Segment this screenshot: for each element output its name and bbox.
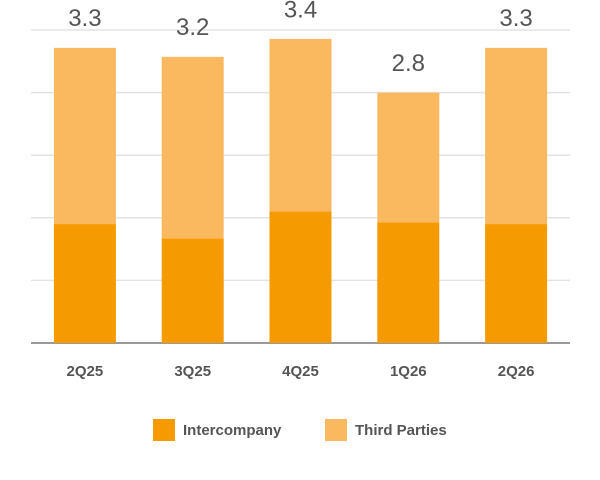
x-tick-label: 3Q25 — [174, 363, 211, 380]
bar-segment — [269, 211, 332, 343]
x-tick-label: 1Q26 — [390, 363, 427, 380]
total-label: 2.8 — [392, 50, 425, 77]
total-label: 3.4 — [284, 0, 317, 23]
x-tick-label: 4Q25 — [282, 363, 319, 380]
x-tick-label: 2Q26 — [498, 363, 535, 380]
bar-segment — [161, 56, 224, 239]
total-label: 3.2 — [176, 14, 209, 41]
bar-segment — [53, 47, 116, 225]
legend-swatch — [325, 419, 347, 441]
bar-segment — [377, 92, 440, 223]
x-tick-label: 2Q25 — [67, 363, 104, 380]
bar-segment — [377, 222, 440, 343]
bar-segment — [485, 47, 548, 225]
legend-swatch — [153, 419, 175, 441]
bar-segment — [161, 238, 224, 343]
total-label: 3.3 — [499, 5, 532, 32]
bar-segment — [269, 38, 332, 212]
bar-segment — [53, 224, 116, 343]
legend-label: Intercompany — [183, 422, 282, 439]
legend-label: Third Parties — [355, 422, 447, 439]
bar-segment — [485, 224, 548, 343]
total-label: 3.3 — [68, 5, 101, 32]
